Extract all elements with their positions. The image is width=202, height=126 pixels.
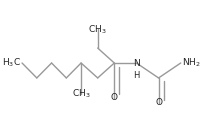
Text: H: H [133,71,139,80]
Text: O: O [110,93,117,102]
Text: O: O [154,98,161,107]
Text: H$_3$C: H$_3$C [2,57,21,69]
Text: CH$_3$: CH$_3$ [72,88,90,100]
Text: CH$_3$: CH$_3$ [88,23,106,36]
Text: NH$_2$: NH$_2$ [181,57,199,69]
Text: N: N [132,58,139,68]
